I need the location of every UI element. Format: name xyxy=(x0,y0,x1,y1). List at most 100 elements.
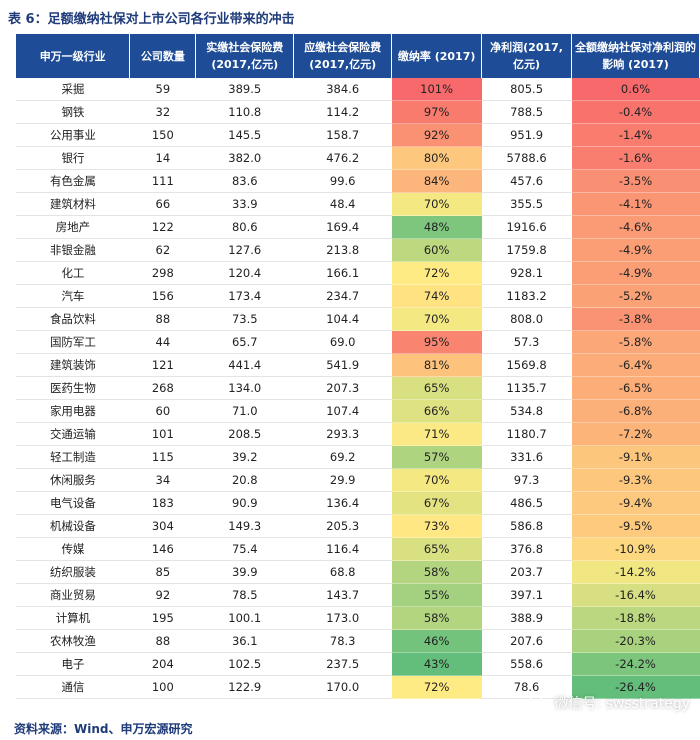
cell-rate: 70% xyxy=(391,307,482,331)
industry-impact-table: 申万一级行业 公司数量 实缴社会保险费 (2017,亿元) 应缴社会保险费 (2… xyxy=(16,34,700,699)
header-industry: 申万一级行业 xyxy=(16,34,131,78)
cell-count: 150 xyxy=(129,123,196,147)
cell-rate: 70% xyxy=(391,468,482,492)
cell-industry: 食品饮料 xyxy=(16,307,130,331)
cell-impact: -16.4% xyxy=(571,583,700,607)
cell-profit: 376.8 xyxy=(481,537,572,561)
cell-paid: 441.4 xyxy=(195,353,294,377)
cell-profit: 586.8 xyxy=(481,514,572,538)
cell-rate: 46% xyxy=(391,629,482,653)
cell-rate: 65% xyxy=(391,376,482,400)
cell-rate: 67% xyxy=(391,491,482,515)
cell-count: 121 xyxy=(129,353,196,377)
cell-profit: 397.1 xyxy=(481,583,572,607)
table-header-row: 申万一级行业 公司数量 实缴社会保险费 (2017,亿元) 应缴社会保险费 (2… xyxy=(16,34,700,78)
cell-rate: 95% xyxy=(391,330,482,354)
cell-profit: 97.3 xyxy=(481,468,572,492)
cell-paid: 102.5 xyxy=(195,652,294,676)
cell-due: 170.0 xyxy=(293,675,392,699)
cell-industry: 房地产 xyxy=(16,215,130,239)
cell-rate: 55% xyxy=(391,583,482,607)
cell-profit: 1569.8 xyxy=(481,353,572,377)
table-row: 纺织服装 85 39.9 68.8 58% 203.7 -14.2% xyxy=(16,560,700,584)
cell-industry: 汽车 xyxy=(16,284,130,308)
cell-industry: 有色金属 xyxy=(16,169,130,193)
cell-impact: 0.6% xyxy=(571,78,700,101)
cell-impact: -20.3% xyxy=(571,629,700,653)
cell-profit: 207.6 xyxy=(481,629,572,653)
cell-rate: 71% xyxy=(391,422,482,446)
cell-paid: 122.9 xyxy=(195,675,294,699)
cell-due: 78.3 xyxy=(293,629,392,653)
cell-paid: 39.9 xyxy=(195,560,294,584)
wechat-icon xyxy=(528,695,551,711)
cell-impact: -14.2% xyxy=(571,560,700,584)
cell-count: 34 xyxy=(129,468,196,492)
watermark-text: 微信号: swsstrategy xyxy=(554,696,690,712)
cell-industry: 银行 xyxy=(16,146,130,170)
cell-rate: 81% xyxy=(391,353,482,377)
cell-industry: 公用事业 xyxy=(16,123,130,147)
cell-industry: 电气设备 xyxy=(16,491,130,515)
cell-industry: 休闲服务 xyxy=(16,468,130,492)
cell-profit: 486.5 xyxy=(481,491,572,515)
cell-impact: -4.1% xyxy=(571,192,700,216)
table-row: 食品饮料 88 73.5 104.4 70% 808.0 -3.8% xyxy=(16,307,700,331)
cell-count: 92 xyxy=(129,583,196,607)
table-row: 有色金属 111 83.6 99.6 84% 457.6 -3.5% xyxy=(16,169,700,193)
cell-industry: 采掘 xyxy=(16,78,130,101)
cell-count: 32 xyxy=(129,100,196,124)
cell-paid: 389.5 xyxy=(195,78,294,101)
cell-profit: 203.7 xyxy=(481,560,572,584)
cell-profit: 388.9 xyxy=(481,606,572,630)
cell-impact: -9.3% xyxy=(571,468,700,492)
cell-count: 204 xyxy=(129,652,196,676)
cell-impact: -7.2% xyxy=(571,422,700,446)
cell-paid: 80.6 xyxy=(195,215,294,239)
wechat-watermark: 微信号: swsstrategy xyxy=(528,693,690,713)
table-body: 采掘 59 389.5 384.6 101% 805.5 0.6% 钢铁 32 110.8 114.… xyxy=(16,78,700,699)
cell-count: 59 xyxy=(129,78,196,101)
cell-due: 143.7 xyxy=(293,583,392,607)
table-row: 农林牧渔 88 36.1 78.3 46% 207.6 -20.3% xyxy=(16,629,700,653)
cell-paid: 65.7 xyxy=(195,330,294,354)
cell-paid: 208.5 xyxy=(195,422,294,446)
cell-profit: 355.5 xyxy=(481,192,572,216)
table-title: 表 6：足额缴纳社保对上市公司各行业带来的冲击 xyxy=(8,12,295,27)
cell-impact: -9.5% xyxy=(571,514,700,538)
cell-paid: 382.0 xyxy=(195,146,294,170)
cell-industry: 商业贸易 xyxy=(16,583,130,607)
cell-count: 85 xyxy=(129,560,196,584)
cell-due: 116.4 xyxy=(293,537,392,561)
cell-rate: 74% xyxy=(391,284,482,308)
cell-count: 146 xyxy=(129,537,196,561)
cell-paid: 173.4 xyxy=(195,284,294,308)
cell-impact: -5.8% xyxy=(571,330,700,354)
table-row: 化工 298 120.4 166.1 72% 928.1 -4.9% xyxy=(16,261,700,285)
cell-count: 88 xyxy=(129,629,196,653)
cell-industry: 建筑材料 xyxy=(16,192,130,216)
cell-due: 541.9 xyxy=(293,353,392,377)
cell-impact: -9.4% xyxy=(571,491,700,515)
cell-due: 237.5 xyxy=(293,652,392,676)
cell-due: 29.9 xyxy=(293,468,392,492)
table-row: 医药生物 268 134.0 207.3 65% 1135.7 -6.5% xyxy=(16,376,700,400)
cell-rate: 70% xyxy=(391,192,482,216)
cell-due: 476.2 xyxy=(293,146,392,170)
cell-count: 14 xyxy=(129,146,196,170)
cell-rate: 57% xyxy=(391,445,482,469)
cell-count: 88 xyxy=(129,307,196,331)
cell-rate: 58% xyxy=(391,606,482,630)
header-net-profit: 净利润(2017, 亿元) xyxy=(481,34,573,78)
cell-impact: -4.9% xyxy=(571,261,700,285)
cell-profit: 788.5 xyxy=(481,100,572,124)
cell-industry: 轻工制造 xyxy=(16,445,130,469)
table-row: 国防军工 44 65.7 69.0 95% 57.3 -5.8% xyxy=(16,330,700,354)
cell-count: 122 xyxy=(129,215,196,239)
cell-profit: 534.8 xyxy=(481,399,572,423)
cell-profit: 1759.8 xyxy=(481,238,572,262)
header-paid-insurance: 实缴社会保险费 (2017,亿元) xyxy=(195,34,295,78)
cell-rate: 101% xyxy=(391,78,482,101)
cell-impact: -4.6% xyxy=(571,215,700,239)
cell-due: 69.0 xyxy=(293,330,392,354)
